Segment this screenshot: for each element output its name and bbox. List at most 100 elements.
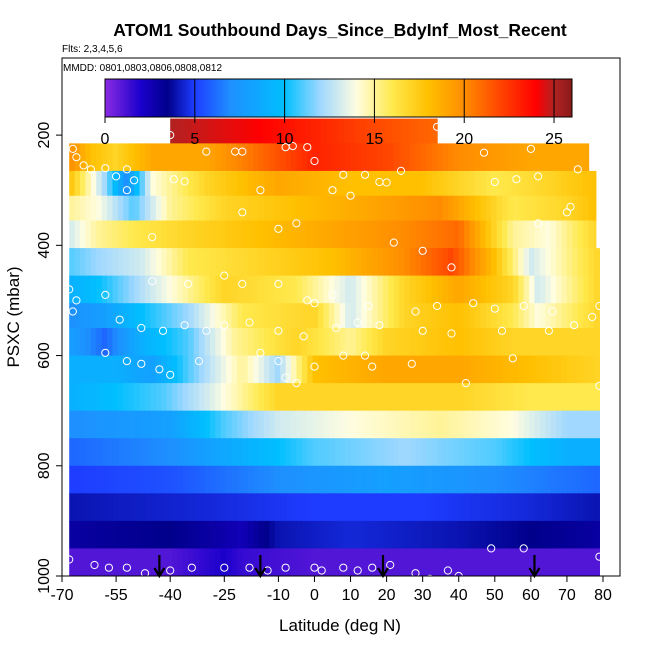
heat-cell xyxy=(534,493,541,522)
heat-cell xyxy=(593,465,600,494)
heat-cell xyxy=(583,410,590,439)
heat-cell xyxy=(334,248,341,277)
heat-cell xyxy=(199,170,206,197)
heat-cell xyxy=(172,383,179,412)
heat-cell xyxy=(199,493,206,522)
heat-cell xyxy=(388,328,395,357)
sample-point xyxy=(534,172,543,181)
heat-cell xyxy=(90,143,97,172)
heat-cell xyxy=(480,438,487,467)
heat-cell xyxy=(307,465,314,494)
heat-cell xyxy=(464,195,471,222)
sample-point xyxy=(353,318,362,327)
heat-cell xyxy=(458,195,465,222)
heat-cell xyxy=(372,465,379,494)
heat-cell xyxy=(415,143,422,172)
sample-point xyxy=(68,307,77,316)
heat-cell xyxy=(339,170,346,197)
heat-cell xyxy=(242,438,249,467)
heat-cell xyxy=(312,548,319,576)
heat-cell xyxy=(323,328,330,357)
heat-cell xyxy=(139,143,146,172)
heat-cell xyxy=(220,220,227,249)
heat-cell xyxy=(350,548,357,576)
heat-cell xyxy=(90,383,97,412)
heat-cell xyxy=(332,118,339,144)
heat-cell xyxy=(285,465,292,494)
heat-cell xyxy=(485,383,492,412)
heat-cell xyxy=(226,220,233,249)
heat-cell xyxy=(117,465,124,494)
heat-cell xyxy=(193,328,200,357)
heat-cell xyxy=(474,520,481,550)
heat-cell xyxy=(224,118,231,144)
heat-cell xyxy=(328,548,335,576)
heat-cell xyxy=(128,520,135,550)
heat-cell xyxy=(442,465,449,494)
heat-cell xyxy=(85,493,92,522)
heat-cell xyxy=(496,195,503,222)
sample-point xyxy=(299,332,308,341)
heat-cell xyxy=(199,328,206,357)
heat-cell xyxy=(253,438,260,467)
heat-cell xyxy=(474,493,481,522)
sample-point xyxy=(595,301,604,311)
heat-cell xyxy=(128,548,135,576)
sample-point xyxy=(534,219,543,228)
heat-cell xyxy=(144,220,151,249)
heat-cell xyxy=(312,438,319,467)
heat-cell xyxy=(539,220,546,249)
heat-cell xyxy=(512,383,519,412)
heat-cell xyxy=(388,493,395,522)
heat-cell xyxy=(90,410,97,439)
heat-cell xyxy=(437,328,444,357)
heat-cell xyxy=(404,493,411,522)
heat-cell xyxy=(442,303,449,329)
heat-cell xyxy=(382,355,389,384)
heat-cell xyxy=(182,410,189,439)
heat-cell xyxy=(166,465,173,494)
heat-cell xyxy=(377,383,384,412)
heat-cell xyxy=(437,303,444,329)
heat-cell xyxy=(593,195,597,222)
heat-cell xyxy=(588,438,595,467)
heat-cell xyxy=(263,465,270,494)
heat-cell xyxy=(480,170,487,197)
heat-cell xyxy=(274,410,281,439)
heat-cell xyxy=(274,143,281,172)
heat-cell xyxy=(172,195,179,222)
heat-cell xyxy=(112,410,119,439)
heat-cell xyxy=(199,520,206,550)
sample-point xyxy=(281,563,290,572)
heat-cell xyxy=(377,275,384,304)
heat-cell xyxy=(128,410,135,439)
colorbar-ticks: 0 5 10 15 20 25 xyxy=(101,79,563,148)
heat-cell xyxy=(469,520,476,550)
heat-cell xyxy=(469,170,476,197)
heat-cell xyxy=(199,143,206,172)
heat-cell xyxy=(323,355,330,384)
heat-cell xyxy=(437,195,444,222)
heat-cell xyxy=(496,328,503,357)
heat-cell xyxy=(177,520,184,550)
heat-cell xyxy=(507,438,514,467)
heat-cell xyxy=(458,303,465,329)
sample-point xyxy=(469,299,478,308)
sample-point xyxy=(245,563,254,572)
heat-cell xyxy=(258,493,265,522)
heat-cell xyxy=(453,328,460,357)
heat-cell xyxy=(502,548,509,576)
heat-cell xyxy=(236,170,243,197)
heat-cell xyxy=(150,195,157,222)
heat-cell xyxy=(572,438,579,467)
heat-cell xyxy=(464,328,471,357)
heat-cell xyxy=(226,248,233,277)
heat-cell xyxy=(583,248,590,277)
heat-cell xyxy=(518,220,525,249)
heat-cell xyxy=(539,438,546,467)
heat-cell xyxy=(496,520,503,550)
heat-cell xyxy=(193,170,200,197)
x-tick-label: 40 xyxy=(450,587,468,604)
heat-cell xyxy=(172,438,179,467)
heat-cell xyxy=(253,355,260,384)
